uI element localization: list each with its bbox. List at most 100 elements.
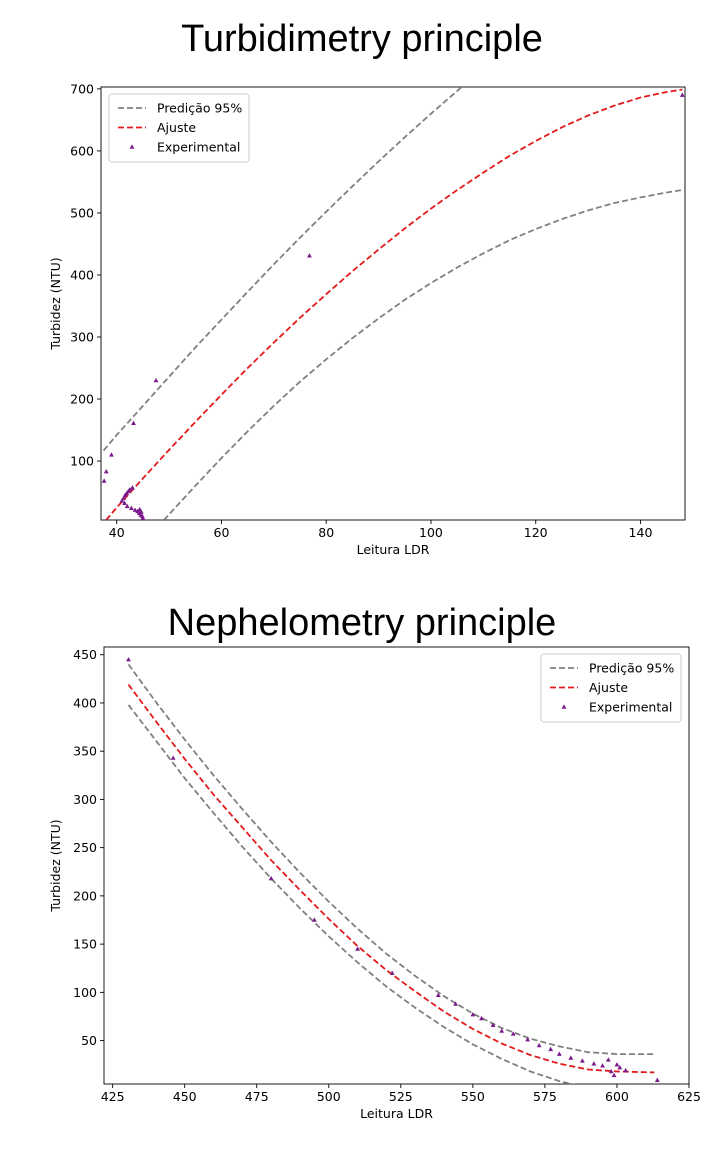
- turb-prediction-lower-line: [163, 189, 683, 520]
- turb-experimental-point: [127, 487, 133, 492]
- turb-y-tick-label: 500: [70, 205, 94, 220]
- turb-y-tick-label: 200: [70, 392, 94, 407]
- neph-y-tick-label: 200: [73, 888, 97, 903]
- neph-x-tick-label: 550: [461, 1089, 485, 1104]
- neph-experimental-point: [623, 1067, 629, 1073]
- turb-experimental-point: [307, 253, 312, 258]
- turb-legend-swatch: [129, 144, 135, 149]
- neph-experimental-point: [499, 1028, 505, 1033]
- neph-y-tick-label: 400: [73, 695, 97, 710]
- turb-legend-label: Ajuste: [157, 120, 196, 135]
- turbidimetry-chart-block: Turbidimetry principle 40 60 80 100 120 140 10…: [0, 0, 724, 580]
- neph-experimental-point: [453, 1001, 458, 1006]
- turb-x-tick-label: 140: [629, 525, 653, 540]
- neph-experimental-point: [548, 1046, 554, 1052]
- turb-experimental-point: [109, 452, 114, 457]
- nephelometry-chart: 425 450 475 500 525 550 575 600 625 50 100 150 200 25…: [48, 646, 701, 1121]
- nephelometry-chart-block: Nephelometry principle 425 450 475 500 525 55…: [0, 580, 724, 1164]
- turb-experimental-point: [140, 515, 146, 520]
- neph-experimental-point: [490, 1022, 496, 1027]
- neph-y-tick-label: 350: [73, 744, 97, 759]
- turb-plot-frame: [100, 86, 686, 521]
- neph-legend-label: Experimental: [589, 700, 672, 715]
- turb-experimental-point: [138, 509, 144, 514]
- neph-experimental-point: [470, 1011, 476, 1017]
- turb-experimental-point: [106, 518, 109, 520]
- neph-experimental-point: [435, 992, 441, 998]
- neph-y-tick-label: 50: [81, 1033, 97, 1048]
- turb-experimental-point: [128, 505, 134, 511]
- neph-plot-area: [126, 656, 660, 1084]
- neph-x-tick-label: 425: [101, 1089, 125, 1104]
- neph-legend-box: [540, 653, 682, 723]
- neph-experimental-point: [654, 1077, 660, 1082]
- turb-y-tick-label: 600: [70, 143, 94, 158]
- turb-legend-label: Experimental: [157, 140, 240, 155]
- neph-y-tick-label: 250: [73, 840, 97, 855]
- neph-experimental-point: [389, 970, 395, 975]
- turb-prediction-upper-line: [102, 87, 463, 452]
- neph-experimental-point: [614, 1062, 620, 1067]
- neph-legend-label: Predição 95%: [589, 661, 674, 676]
- turb-y-tick-label: 700: [70, 81, 94, 96]
- neph-prediction-upper-line: [127, 663, 655, 1056]
- turb-experimental-point: [132, 507, 138, 512]
- turb-x-axis-label: Leitura LDR: [357, 542, 430, 557]
- neph-experimental-point: [170, 755, 176, 760]
- turb-experimental-point: [122, 500, 127, 506]
- turb-legend-box: [108, 93, 250, 163]
- turbidimetry-chart: 40 60 80 100 120 140 100 200 300 400 500 600 700 Leit…: [48, 81, 686, 557]
- neph-x-axis-label: Leitura LDR: [360, 1106, 433, 1121]
- neph-experimental-point: [268, 875, 274, 881]
- neph-experimental-point: [126, 656, 131, 662]
- turb-legend: Predição 95% Ajuste Experimental: [108, 93, 250, 163]
- turb-experimental-point: [101, 478, 107, 483]
- neph-experimental-point: [611, 1072, 617, 1078]
- turb-x-tick-label: 100: [419, 525, 443, 540]
- neph-legend-swatch: [561, 704, 567, 709]
- turb-experimental-point: [130, 485, 135, 490]
- neph-legend-label: Ajuste: [589, 680, 628, 695]
- turb-y-tick-label: 400: [70, 267, 94, 282]
- neph-y-tick-label: 100: [73, 985, 97, 1000]
- neph-x-tick-label: 500: [317, 1089, 341, 1104]
- neph-experimental-point: [579, 1058, 585, 1063]
- neph-experimental-point: [600, 1063, 605, 1068]
- neph-y-tick-label: 300: [73, 792, 97, 807]
- neph-legend: Predição 95% Ajuste Experimental: [540, 653, 682, 723]
- turb-experimental-point: [103, 469, 109, 474]
- neph-experimental-point: [355, 946, 360, 951]
- neph-experimental-point: [605, 1057, 611, 1062]
- neph-experimental-point: [568, 1055, 574, 1060]
- neph-experimental-point: [608, 1068, 614, 1074]
- turb-legend-label: Predição 95%: [157, 101, 242, 116]
- turb-experimental-point: [124, 503, 130, 509]
- turb-plot-area: [101, 87, 685, 520]
- turbidimetry-heading: Turbidimetry principle: [181, 18, 543, 60]
- neph-x-tick-label: 625: [677, 1089, 701, 1104]
- turb-x-tick-label: 60: [214, 525, 230, 540]
- neph-experimental-point: [311, 917, 317, 922]
- neph-experimental-point: [536, 1042, 542, 1048]
- turb-experimental-point: [119, 498, 125, 503]
- neph-experimental-point: [525, 1037, 531, 1042]
- turb-x-tick-label: 80: [318, 525, 334, 540]
- turb-x-tick-label: 120: [524, 525, 548, 540]
- turb-experimental-point: [679, 92, 685, 97]
- turb-y-tick-label: 300: [70, 329, 94, 344]
- nephelometry-heading: Nephelometry principle: [167, 602, 557, 644]
- turb-y-tick-label: 100: [70, 454, 94, 469]
- neph-y-tick-label: 150: [73, 937, 97, 952]
- neph-plot-frame: [103, 646, 690, 1085]
- neph-x-tick-label: 475: [245, 1089, 269, 1104]
- neph-experimental-point: [556, 1051, 562, 1056]
- neph-x-tick-label: 525: [389, 1089, 413, 1104]
- turb-experimental-point: [121, 495, 126, 501]
- turb-experimental-point: [131, 420, 136, 426]
- neph-y-tick-label: 450: [73, 647, 97, 662]
- neph-x-tick-label: 450: [173, 1089, 197, 1104]
- turb-fit-line: [105, 88, 683, 520]
- neph-experimental-point: [617, 1065, 623, 1070]
- neph-experimental-point: [510, 1031, 516, 1036]
- neph-fit-line: [127, 684, 655, 1074]
